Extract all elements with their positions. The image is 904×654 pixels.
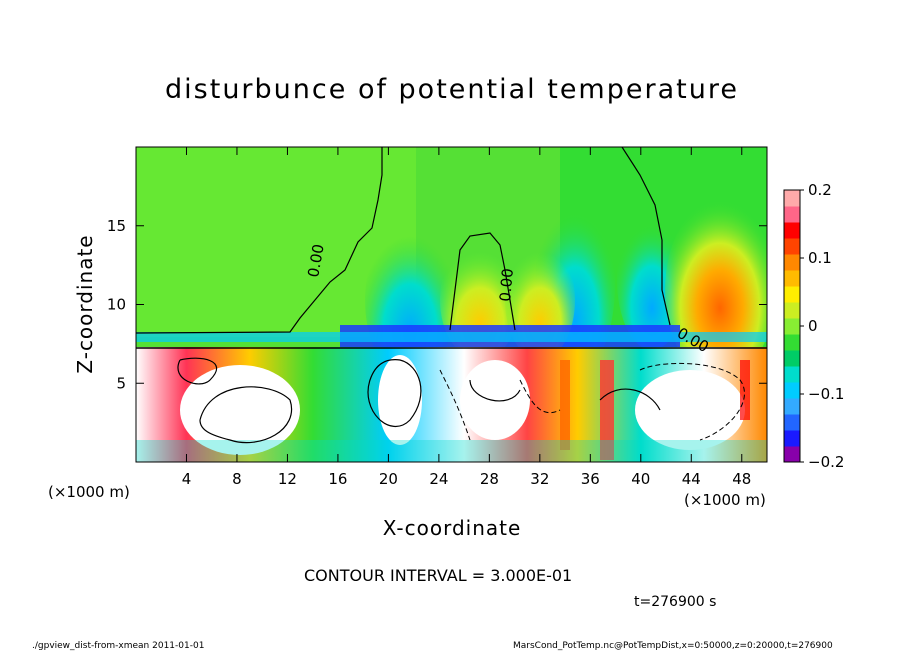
colorbar-swatch — [784, 430, 800, 447]
colorbar-tick-label: −0.2 — [808, 453, 844, 471]
x-tick-label: 44 — [682, 470, 701, 488]
colorbar-swatch — [784, 190, 800, 207]
colorbar-swatch — [784, 270, 800, 287]
time-label: t=276900 s — [634, 594, 717, 610]
colorbar-swatch — [784, 254, 800, 271]
x-tick-label: 24 — [429, 470, 448, 488]
y-tick-label: 5 — [116, 374, 126, 392]
colorbar-swatch — [784, 334, 800, 351]
colorbar-tick-label: 0.2 — [808, 181, 832, 199]
y-tick-label: 15 — [107, 217, 126, 235]
colorbar-tick-label: 0 — [808, 317, 818, 335]
y-axis: 5 10 15 — [107, 217, 767, 392]
contour-interval-note: CONTOUR INTERVAL = 3.000E-01 — [304, 566, 573, 585]
colorbar — [783, 189, 801, 463]
x-tick-label: 36 — [581, 470, 600, 488]
footer-left: ./gpview_dist-from-xmean 2011-01-01 — [32, 641, 205, 651]
footer-right: MarsCond_PotTemp.nc@PotTempDist,x=0:5000… — [513, 641, 833, 651]
colorbar-swatch — [784, 398, 800, 415]
x-tick-label: 4 — [182, 470, 192, 488]
colorbar-swatch — [784, 446, 800, 463]
x-tick-label: 16 — [328, 470, 347, 488]
colorbar-swatch — [784, 350, 800, 367]
y-unit-label: (×1000 m) — [48, 483, 130, 501]
colorbar-swatch — [784, 366, 800, 383]
contour-label: 0.00 — [304, 243, 328, 279]
x-unit-label: (×1000 m) — [684, 491, 766, 509]
x-tick-label: 20 — [379, 470, 398, 488]
x-axis-title: X-coordinate — [383, 516, 522, 540]
x-tick-label: 48 — [732, 470, 751, 488]
contour-label: 0.00 — [496, 268, 517, 303]
x-tick-label: 28 — [480, 470, 499, 488]
colorbar-swatch — [784, 286, 800, 303]
colorbar-swatch — [784, 414, 800, 431]
x-tick-label: 32 — [530, 470, 549, 488]
x-tick-label: 8 — [232, 470, 242, 488]
colorbar-swatch — [784, 318, 800, 335]
y-tick-label: 10 — [107, 296, 126, 314]
negative-contours — [439, 363, 745, 441]
colorbar-swatch — [784, 238, 800, 255]
colorbar-swatch — [784, 222, 800, 239]
colorbar-tick-label: 0.1 — [808, 249, 832, 267]
y-axis-title: Z-coordinate — [73, 234, 97, 373]
plot-field — [136, 147, 767, 462]
x-tick-label: 12 — [278, 470, 297, 488]
contour-lines — [136, 147, 767, 444]
colorbar-labels: 0.2 0.1 0 −0.1 −0.2 — [800, 181, 844, 471]
chart-title: disturbunce of potential temperature — [165, 74, 739, 105]
x-tick-label: 40 — [631, 470, 650, 488]
colorbar-swatch — [784, 382, 800, 399]
colorbar-swatch — [784, 302, 800, 319]
colorbar-tick-label: −0.1 — [808, 385, 844, 403]
x-axis: 4 8 12 16 20 24 28 32 36 40 44 48 — [182, 147, 751, 488]
colorbar-swatch — [784, 206, 800, 223]
